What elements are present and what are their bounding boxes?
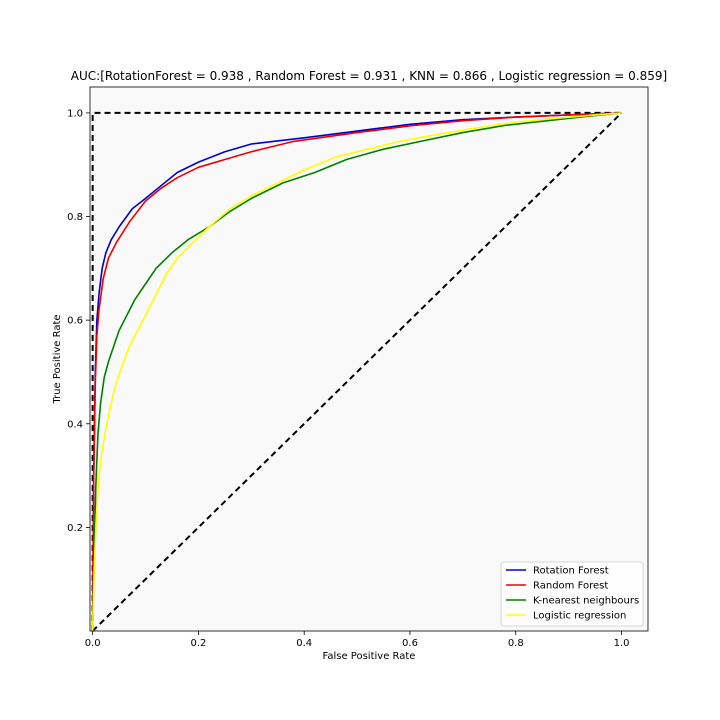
series-line-3 xyxy=(91,112,622,632)
legend-label-2: K-nearest neighbours xyxy=(533,596,639,607)
series-line-2 xyxy=(91,112,622,632)
x-tick-label-0: 0.0 xyxy=(85,638,101,649)
plot-area xyxy=(90,87,648,631)
legend-label-1: Random Forest xyxy=(533,581,608,592)
x-tick-label-5: 1.0 xyxy=(614,638,630,649)
x-tick-label-4: 0.8 xyxy=(508,638,524,649)
x-axis-label: False Positive Rate xyxy=(323,651,416,662)
axis-ticks: 0.0 0.2 0.4 0.6 0.8 1.0 0.2 0.4 0.6 0.8 1.0 xyxy=(67,108,629,649)
y-tick-label-3: 0.8 xyxy=(67,212,83,223)
reference-line-1 xyxy=(91,111,622,631)
legend-label-3: Logistic regression xyxy=(533,611,626,622)
x-tick-label-3: 0.6 xyxy=(402,638,418,649)
legend-box xyxy=(500,561,644,627)
legend-label-0: Rotation Forest xyxy=(533,566,609,577)
series-lines xyxy=(91,112,622,632)
reference-line-0 xyxy=(91,112,623,632)
plot-frame xyxy=(89,86,649,632)
y-tick-label-2: 0.6 xyxy=(67,316,83,327)
legend: Rotation Forest Random Forest K-nearest ne… xyxy=(500,561,644,627)
reference-lines xyxy=(91,111,623,632)
y-tick-label-4: 1.0 xyxy=(67,108,83,119)
y-tick-label-0: 0.2 xyxy=(67,523,83,534)
x-tick-label-2: 0.4 xyxy=(296,638,312,649)
y-tick-label-1: 0.4 xyxy=(67,419,83,430)
series-line-1 xyxy=(91,112,622,632)
y-axis-label: True Positive Rate xyxy=(52,314,63,404)
x-tick-label-1: 0.2 xyxy=(190,638,206,649)
chart-title: AUC:[RotationForest = 0.938 , Random For… xyxy=(71,69,667,83)
series-line-0 xyxy=(91,112,622,632)
